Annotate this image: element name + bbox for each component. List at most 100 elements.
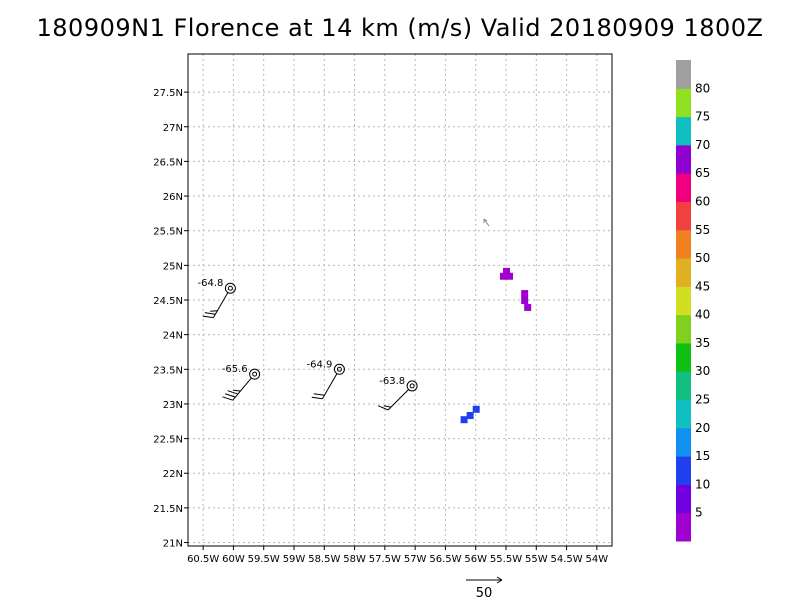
barb-feather bbox=[313, 393, 325, 396]
barb-feather bbox=[224, 393, 236, 398]
x-tick-label: 57.5W bbox=[369, 554, 401, 565]
x-tick-label: 59.5W bbox=[248, 554, 280, 565]
colorbar-label: 55 bbox=[695, 223, 710, 237]
x-tick-label: 58W bbox=[343, 554, 366, 565]
y-tick-label: 23.5N bbox=[153, 365, 183, 376]
colorbar-segment bbox=[676, 399, 691, 429]
barb-feather bbox=[227, 390, 239, 395]
x-tick-label: 56W bbox=[464, 554, 487, 565]
y-tick-label: 24.5N bbox=[153, 296, 183, 307]
y-tick-label: 21.5N bbox=[153, 504, 183, 515]
barb-feather bbox=[377, 405, 389, 411]
colorbar-label: 15 bbox=[695, 449, 710, 463]
observation-cell bbox=[499, 272, 507, 280]
station: -64.8 bbox=[198, 278, 236, 319]
station-circle-icon bbox=[333, 363, 345, 375]
y-tick-label: 26.5N bbox=[153, 157, 183, 168]
y-axis: 21N 21.5N 22N 22.5N 23N 23.5N 24N 24.5N 25N 25.5N… bbox=[153, 88, 188, 550]
station-center-icon bbox=[336, 366, 342, 372]
x-tick-label: 59W bbox=[283, 554, 306, 565]
colorbar-segment bbox=[676, 456, 691, 485]
grid-lines bbox=[188, 54, 612, 546]
stray-arrow-icon bbox=[483, 218, 490, 227]
colorbar-segment bbox=[676, 173, 691, 202]
y-tick-label: 27N bbox=[163, 123, 183, 134]
y-tick-label: 23N bbox=[163, 400, 183, 411]
chart-title: 180909N1 Florence at 14 km (m/s) Valid 2… bbox=[36, 14, 764, 42]
observation-cell bbox=[466, 412, 474, 420]
y-tick-label: 25.5N bbox=[153, 227, 183, 238]
observation-cell bbox=[521, 297, 529, 304]
colorbar-segment bbox=[676, 484, 691, 514]
y-tick-label: 26N bbox=[163, 192, 183, 203]
y-tick-label: 25N bbox=[163, 261, 183, 272]
x-tick-label: 57W bbox=[404, 554, 427, 565]
reference-vector: 50 bbox=[466, 576, 503, 600]
colorbar-segment bbox=[676, 60, 691, 89]
observation-cells bbox=[460, 267, 532, 424]
colorbar-segment bbox=[676, 512, 691, 542]
x-axis: 60.5W 60W 59.5W 59W 58.5W 58W 57.5W 57W 56.5W 56W… bbox=[187, 546, 608, 565]
barb-feather bbox=[233, 389, 241, 392]
observation-cell bbox=[521, 290, 529, 298]
station-label: -65.6 bbox=[222, 364, 248, 375]
barb-feather bbox=[222, 396, 233, 401]
colorbar-label: 5 bbox=[695, 506, 703, 520]
barb-staff bbox=[232, 377, 252, 401]
colorbar-segment bbox=[676, 229, 691, 259]
colorbar-segment bbox=[676, 314, 691, 344]
colorbar-segment bbox=[676, 144, 691, 174]
y-tick-label: 27.5N bbox=[153, 88, 183, 99]
station: -64.9 bbox=[307, 359, 345, 400]
station-label: -64.8 bbox=[198, 278, 224, 289]
x-tick-label: 60W bbox=[222, 554, 245, 565]
barb-staff bbox=[321, 373, 338, 399]
y-tick-label: 21N bbox=[163, 539, 183, 550]
barb-feather bbox=[204, 312, 216, 315]
x-tick-label: 54W bbox=[586, 554, 609, 565]
colorbar-label: 10 bbox=[695, 477, 710, 491]
colorbar-segment bbox=[676, 371, 691, 401]
barb-feather bbox=[383, 405, 391, 408]
colorbar-label: 50 bbox=[695, 251, 710, 265]
colorbar-segment bbox=[676, 258, 691, 287]
observation-cell bbox=[460, 416, 468, 424]
colorbar-label: 30 bbox=[695, 364, 710, 378]
station-circle-icon bbox=[406, 380, 418, 392]
barb-feather bbox=[202, 315, 214, 319]
colorbar-segment bbox=[676, 286, 691, 316]
observation-cell bbox=[506, 272, 514, 280]
y-tick-label: 22N bbox=[163, 469, 183, 480]
station-center-icon bbox=[409, 383, 415, 389]
x-tick-label: 56.5W bbox=[429, 554, 461, 565]
colorbar-label: 65 bbox=[695, 166, 710, 180]
colorbar: 5 10 15 20 25 30 35 40 45 50 55 60 65 70 75 80 bbox=[676, 60, 710, 542]
colorbar-segment bbox=[676, 116, 691, 146]
colorbar-label: 35 bbox=[695, 336, 710, 350]
observation-cell bbox=[524, 303, 532, 311]
observation-cell bbox=[472, 405, 480, 413]
colorbar-segment bbox=[676, 88, 691, 118]
station-center-icon bbox=[227, 285, 233, 291]
x-tick-label: 54.5W bbox=[550, 554, 582, 565]
station-circle-icon bbox=[249, 368, 261, 380]
station-center-icon bbox=[252, 371, 258, 377]
barb-staff bbox=[387, 389, 409, 411]
x-tick-label: 55W bbox=[525, 554, 548, 565]
colorbar-label: 20 bbox=[695, 421, 710, 435]
station: -65.6 bbox=[222, 364, 261, 401]
colorbar-label: 75 bbox=[695, 110, 710, 124]
colorbar-label: 80 bbox=[695, 81, 710, 95]
colorbar-label: 45 bbox=[695, 279, 710, 293]
x-tick-label: 58.5W bbox=[308, 554, 340, 565]
colorbar-label: 25 bbox=[695, 393, 710, 407]
station-label: -63.8 bbox=[379, 376, 405, 387]
colorbar-segment bbox=[676, 427, 691, 457]
colorbar-segment bbox=[676, 201, 691, 231]
wind-barbs: -64.8 -65.6 -64.9 -63.8 bbox=[198, 278, 418, 411]
reference-vector-label: 50 bbox=[476, 586, 493, 600]
colorbar-label: 60 bbox=[695, 194, 710, 208]
barb-feather bbox=[311, 396, 323, 400]
barb-staff bbox=[212, 292, 229, 318]
